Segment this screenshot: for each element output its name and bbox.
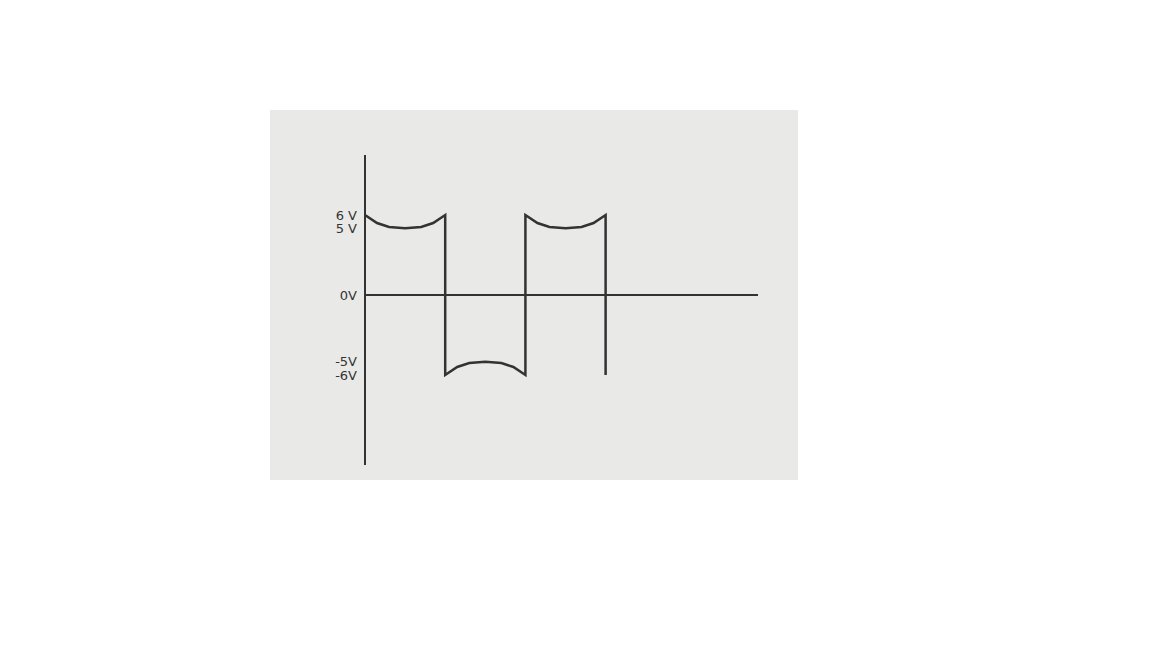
svg-text:0V: 0V [340, 288, 357, 303]
svg-text:5 V: 5 V [336, 221, 357, 236]
svg-text:-6V: -6V [335, 368, 357, 383]
svg-text:-5V: -5V [335, 354, 357, 370]
svg-text:6 V: 6 V [335, 207, 357, 223]
